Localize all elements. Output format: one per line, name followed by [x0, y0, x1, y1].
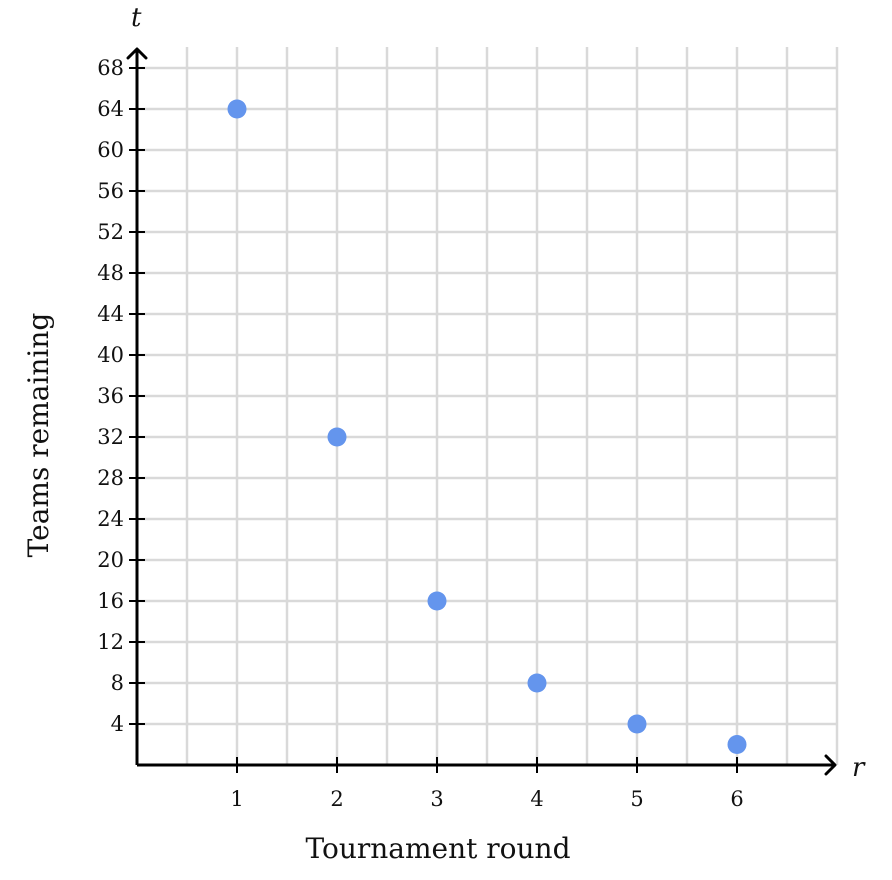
- data-point: [427, 591, 447, 611]
- x-tick-label: 6: [730, 787, 743, 811]
- x-tick-label: 5: [630, 787, 643, 811]
- y-tick-label: 40: [97, 343, 124, 367]
- y-tick-label: 32: [97, 425, 124, 449]
- x-axis-variable: r: [852, 753, 866, 783]
- y-tick-label: 44: [97, 302, 124, 326]
- y-tick-label: 20: [97, 548, 124, 572]
- y-axis-variable: t: [131, 3, 142, 33]
- y-axis-arrow: [126, 47, 148, 60]
- data-point: [327, 427, 347, 447]
- y-tick-label: 4: [111, 712, 124, 736]
- data-point: [227, 99, 247, 119]
- y-tick-label: 12: [97, 630, 124, 654]
- data-point: [727, 735, 747, 754]
- y-tick-label: 28: [97, 466, 124, 490]
- axes: [126, 47, 837, 776]
- x-tick-label: 3: [430, 787, 443, 811]
- data-point: [627, 714, 647, 734]
- data-point: [527, 673, 547, 693]
- x-tick-label: 1: [230, 787, 243, 811]
- y-tick-label: 56: [97, 179, 124, 203]
- y-tick-label: 64: [97, 97, 124, 121]
- y-axis-title: Teams remaining: [22, 313, 55, 558]
- x-axis-arrow: [824, 754, 837, 776]
- y-tick-label: 36: [97, 384, 124, 408]
- x-tick-label: 4: [530, 787, 543, 811]
- y-tick-label: 24: [97, 507, 124, 531]
- data-points: [227, 99, 747, 754]
- y-tick-label: 60: [97, 138, 124, 162]
- grid: [137, 47, 839, 765]
- x-tick-label: 2: [330, 787, 343, 811]
- y-tick-label: 68: [97, 56, 124, 80]
- y-tick-label: 8: [111, 671, 124, 695]
- y-tick-label: 16: [97, 589, 124, 613]
- y-tick-label: 52: [97, 220, 124, 244]
- y-tick-label: 48: [97, 261, 124, 285]
- x-axis-title: Tournament round: [305, 832, 570, 865]
